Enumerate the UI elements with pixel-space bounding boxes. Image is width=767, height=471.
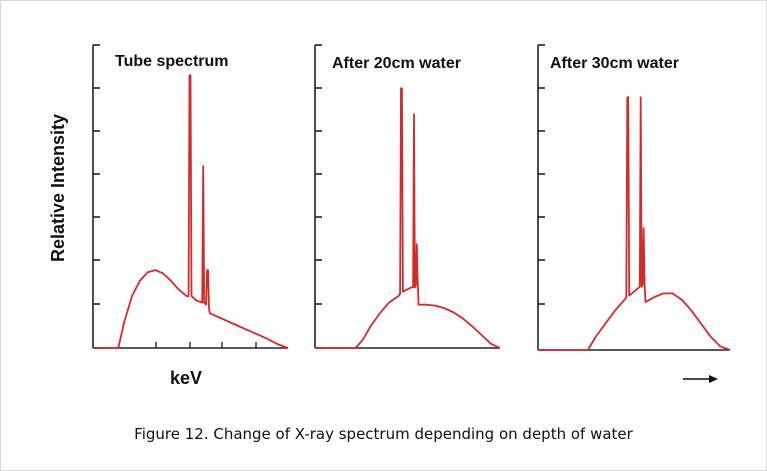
panel-title: After 20cm water bbox=[332, 55, 461, 72]
spectrum-line bbox=[93, 74, 289, 349]
arrow-right-icon bbox=[709, 375, 718, 383]
spectrum-line bbox=[538, 96, 731, 351]
panel-title: After 30cm water bbox=[550, 55, 679, 72]
figure-canvas: Tube spectrum After 20cm water After 30cm … bbox=[48, 44, 731, 388]
x-axis-label: keV bbox=[170, 368, 202, 388]
figure-caption: Figure 12. Change of X-ray spectrum depe… bbox=[134, 425, 633, 443]
panel-title: Tube spectrum bbox=[115, 53, 229, 70]
y-axis-label: Relative Intensity bbox=[48, 114, 68, 262]
spectrum-line bbox=[315, 87, 501, 349]
